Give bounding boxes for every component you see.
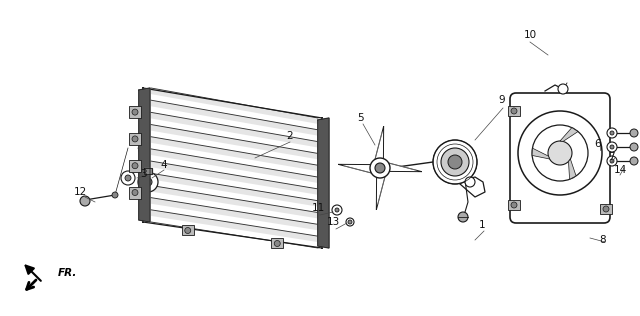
Text: 3: 3 bbox=[140, 169, 147, 179]
Circle shape bbox=[144, 178, 152, 186]
Text: 1: 1 bbox=[479, 220, 485, 230]
Circle shape bbox=[558, 84, 568, 94]
Circle shape bbox=[630, 143, 638, 151]
Bar bbox=[129, 160, 141, 172]
Circle shape bbox=[125, 175, 131, 181]
Circle shape bbox=[610, 159, 614, 163]
Circle shape bbox=[185, 228, 191, 234]
Text: 11: 11 bbox=[312, 203, 324, 213]
FancyBboxPatch shape bbox=[510, 93, 610, 223]
Circle shape bbox=[132, 190, 138, 196]
Polygon shape bbox=[143, 88, 322, 248]
Circle shape bbox=[121, 171, 135, 185]
Bar bbox=[508, 106, 520, 116]
Polygon shape bbox=[151, 173, 318, 207]
Polygon shape bbox=[318, 118, 329, 248]
Circle shape bbox=[112, 192, 118, 198]
Circle shape bbox=[458, 212, 468, 222]
Circle shape bbox=[607, 128, 617, 138]
Circle shape bbox=[80, 196, 90, 206]
Polygon shape bbox=[144, 168, 152, 174]
Text: 14: 14 bbox=[613, 165, 627, 175]
Text: 2: 2 bbox=[287, 131, 293, 141]
Circle shape bbox=[465, 177, 475, 187]
Text: 8: 8 bbox=[600, 235, 606, 245]
Polygon shape bbox=[151, 161, 318, 195]
Bar bbox=[600, 204, 612, 214]
Polygon shape bbox=[338, 164, 371, 173]
Text: 10: 10 bbox=[524, 30, 536, 40]
Polygon shape bbox=[151, 137, 318, 171]
Polygon shape bbox=[151, 100, 318, 136]
Circle shape bbox=[607, 156, 617, 166]
Circle shape bbox=[375, 163, 385, 173]
Bar bbox=[271, 238, 284, 247]
Text: 9: 9 bbox=[499, 95, 506, 105]
Polygon shape bbox=[375, 126, 383, 159]
Circle shape bbox=[132, 136, 138, 142]
Circle shape bbox=[518, 111, 602, 195]
Circle shape bbox=[610, 131, 614, 135]
Polygon shape bbox=[560, 128, 578, 141]
Text: FR.: FR. bbox=[58, 268, 77, 278]
Text: 13: 13 bbox=[326, 217, 340, 227]
Polygon shape bbox=[151, 198, 318, 230]
Polygon shape bbox=[388, 163, 422, 172]
Polygon shape bbox=[532, 148, 550, 159]
Circle shape bbox=[370, 158, 390, 178]
Text: 6: 6 bbox=[595, 139, 602, 149]
Text: 5: 5 bbox=[356, 113, 364, 123]
Bar bbox=[129, 106, 141, 118]
Circle shape bbox=[335, 208, 339, 212]
Circle shape bbox=[548, 141, 572, 165]
Polygon shape bbox=[568, 159, 576, 179]
Text: 7: 7 bbox=[608, 152, 614, 162]
Circle shape bbox=[138, 172, 158, 192]
Polygon shape bbox=[139, 88, 150, 222]
Circle shape bbox=[132, 109, 138, 115]
Polygon shape bbox=[151, 185, 318, 218]
Circle shape bbox=[275, 240, 280, 246]
Circle shape bbox=[346, 218, 354, 226]
Polygon shape bbox=[151, 125, 318, 159]
Polygon shape bbox=[151, 112, 318, 148]
Circle shape bbox=[607, 142, 617, 152]
Circle shape bbox=[433, 140, 477, 184]
Circle shape bbox=[441, 148, 469, 176]
Circle shape bbox=[132, 163, 138, 169]
Circle shape bbox=[532, 125, 588, 181]
Bar bbox=[508, 200, 520, 210]
Polygon shape bbox=[151, 88, 318, 124]
Circle shape bbox=[610, 145, 614, 149]
Bar bbox=[129, 186, 141, 198]
Circle shape bbox=[511, 108, 517, 114]
Bar bbox=[182, 224, 194, 234]
Text: 12: 12 bbox=[74, 187, 86, 197]
Circle shape bbox=[332, 205, 342, 215]
Text: 4: 4 bbox=[161, 160, 167, 170]
Polygon shape bbox=[376, 177, 385, 210]
Circle shape bbox=[630, 129, 638, 137]
Circle shape bbox=[448, 155, 462, 169]
Circle shape bbox=[603, 206, 609, 212]
Circle shape bbox=[511, 202, 517, 208]
Circle shape bbox=[348, 220, 352, 224]
Bar bbox=[129, 133, 141, 145]
Circle shape bbox=[630, 157, 638, 165]
Polygon shape bbox=[151, 149, 318, 183]
Polygon shape bbox=[151, 210, 318, 242]
